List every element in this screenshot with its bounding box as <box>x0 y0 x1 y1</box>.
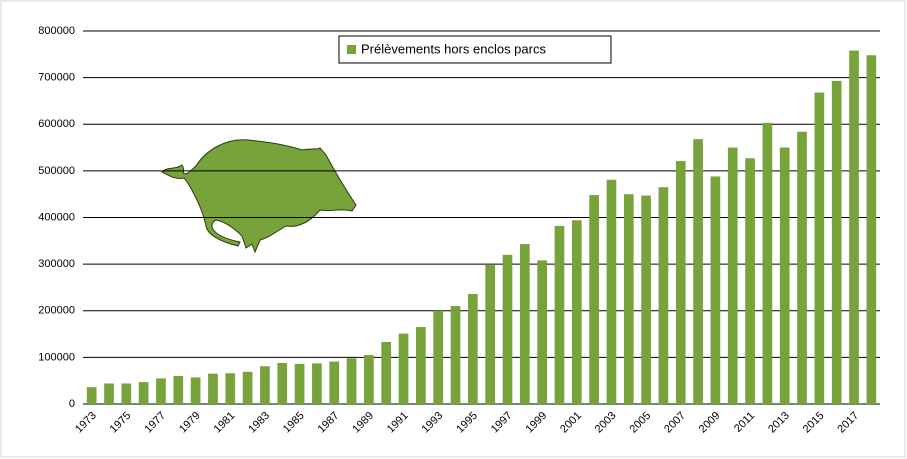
bar <box>467 293 478 404</box>
y-tick-label: 300000 <box>38 258 75 270</box>
bar <box>173 376 184 404</box>
bar <box>797 131 807 404</box>
bar <box>814 92 825 405</box>
bar <box>208 373 218 404</box>
y-tick-label: 700000 <box>38 72 75 84</box>
bar <box>675 161 686 404</box>
bar <box>693 139 703 405</box>
bar <box>745 158 755 404</box>
bar <box>277 362 288 404</box>
bar <box>398 333 409 404</box>
bar <box>727 147 738 404</box>
bar <box>554 225 565 404</box>
bar <box>641 195 651 404</box>
bar <box>364 355 374 404</box>
bar <box>779 147 790 404</box>
bar <box>502 254 513 404</box>
y-tick-label: 600000 <box>38 118 75 130</box>
bar <box>346 358 357 404</box>
boar-illustration <box>161 139 357 254</box>
bar <box>762 122 773 404</box>
bar <box>450 306 461 404</box>
bar <box>606 179 617 404</box>
bar <box>519 244 530 404</box>
bar <box>156 378 166 404</box>
legend: Prélèvements hors enclos parcs <box>338 35 612 64</box>
bar <box>381 341 392 404</box>
bar <box>260 366 270 404</box>
legend-label: Prélèvements hors enclos parcs <box>361 41 546 56</box>
legend-box <box>338 35 612 64</box>
bar <box>571 220 582 404</box>
bar <box>86 387 97 404</box>
bar <box>190 377 201 404</box>
y-tick-label: 200000 <box>38 305 75 317</box>
bar <box>623 194 634 404</box>
bar <box>589 195 599 404</box>
bar <box>225 373 236 404</box>
bar <box>485 265 496 404</box>
y-tick-label: 500000 <box>38 165 75 177</box>
bar <box>104 383 114 404</box>
bar <box>658 187 669 404</box>
bar <box>537 260 547 404</box>
legend-swatch <box>347 45 356 54</box>
bar <box>294 363 305 404</box>
bar <box>416 327 426 404</box>
y-tick-label: 800000 <box>38 25 75 37</box>
bar <box>121 383 132 404</box>
bar <box>242 371 253 404</box>
y-tick-label: 400000 <box>38 211 75 223</box>
bar <box>138 382 149 404</box>
bar <box>710 176 721 404</box>
bar <box>312 363 322 404</box>
bar <box>329 361 340 404</box>
bar <box>866 55 877 405</box>
y-tick-label: 100000 <box>38 351 75 363</box>
bar <box>433 310 444 404</box>
bar <box>831 80 842 405</box>
bar <box>849 50 859 405</box>
y-tick-label: 0 <box>69 398 75 410</box>
